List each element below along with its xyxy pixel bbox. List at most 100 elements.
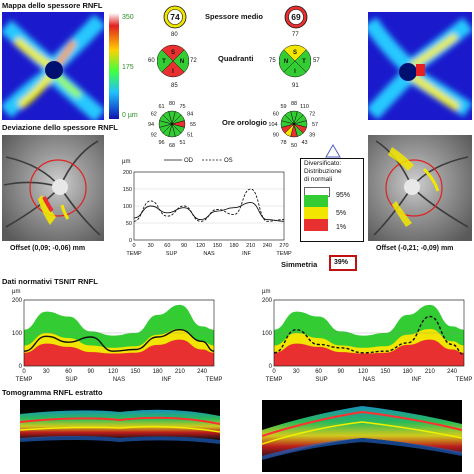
y-tick-label: 100 — [12, 331, 23, 337]
quad-os-top: 77 — [292, 32, 299, 38]
x-tick-label: 120 — [196, 243, 205, 249]
od-clock-value: 80 — [169, 101, 175, 107]
od-clock-value: 62 — [151, 112, 157, 118]
x-category-label: TEMP — [276, 251, 292, 257]
x-tick-label: 60 — [164, 243, 170, 249]
x-tick-label: 240 — [263, 243, 272, 249]
os-clock-value: 60 — [273, 112, 279, 118]
svg-text:N: N — [180, 59, 184, 65]
svg-text:S: S — [171, 50, 175, 56]
legend-swatch-red — [304, 219, 328, 231]
od-clock-value: 92 — [151, 133, 157, 139]
y-tick-label: 200 — [12, 298, 23, 304]
x-tick-label: 30 — [293, 369, 300, 375]
x-tick-label: 60 — [315, 369, 322, 375]
od-clock-value: 96 — [158, 140, 164, 146]
x-category-label: NAS — [363, 377, 375, 383]
colorbar-min: 0 µm — [122, 112, 138, 119]
rnfl-map-od — [2, 12, 104, 120]
os-clock-sector — [284, 111, 295, 125]
y-tick-label: 0 — [129, 238, 132, 244]
os-clock-value: 88 — [291, 101, 297, 107]
x-tick-label: 150 — [213, 243, 222, 249]
x-tick-label: 0 — [22, 369, 26, 375]
x-tick-label: 30 — [148, 243, 154, 249]
tsnit-normative-od-chart: µm 0 100 200 0 30 60 90 120 150 180 210 240 TEMP SUP NA… — [12, 289, 223, 383]
average-od-value: 74 — [170, 12, 180, 22]
os-clock-value: 78 — [280, 140, 286, 146]
normative-legend: Diversificato: Distribuzione di normali … — [300, 158, 364, 242]
y-tick-label: 0 — [269, 364, 273, 370]
x-category-label: NAS — [113, 377, 125, 383]
y-tick-label: 200 — [262, 298, 273, 304]
od-thickness-line — [23, 328, 215, 352]
x-category-label: NAS — [203, 251, 215, 257]
svg-text:T: T — [162, 59, 166, 65]
svg-text:I: I — [172, 69, 174, 75]
os-clock-value: 57 — [312, 122, 318, 128]
y-tick-label: 150 — [123, 187, 132, 193]
x-tick-label: 180 — [403, 369, 414, 375]
od-clock-value: 51 — [179, 140, 185, 146]
x-category-label: SUP — [315, 377, 327, 383]
quad-od-bottom: 85 — [171, 83, 178, 89]
y-tick-label: 100 — [123, 204, 132, 210]
colorbar-mid: 175 — [122, 64, 134, 71]
y-tick-label: 100 — [262, 331, 273, 337]
svg-text:N: N — [284, 59, 288, 65]
band-red — [24, 339, 214, 366]
quadrant-od-chart: S T N I — [157, 44, 189, 78]
od-clock-value: 84 — [187, 112, 193, 118]
od-clock-value: 61 — [158, 104, 164, 110]
x-tick-label: 150 — [380, 369, 391, 375]
legend-5: 5% — [336, 210, 347, 217]
os-clock-value: 43 — [301, 140, 307, 146]
x-tick-label: 90 — [337, 369, 344, 375]
tomogram-od — [20, 400, 220, 472]
series-line-os — [133, 188, 285, 222]
quad-od-top: 80 — [171, 32, 178, 38]
warning-triangle-icon — [325, 144, 341, 158]
quadrants-title: Quadranti — [218, 54, 254, 63]
average-os-value: 69 — [291, 12, 301, 22]
x-tick-label: 210 — [425, 369, 436, 375]
os-clock-value: 72 — [309, 112, 315, 118]
x-tick-label: 120 — [108, 369, 119, 375]
average-os-circle: 69 — [284, 5, 308, 29]
x-tick-label: 240 — [447, 369, 458, 375]
x-category-label: TEMP — [456, 377, 472, 383]
plot-frame — [23, 299, 215, 367]
os-clock-value: 110 — [300, 104, 309, 110]
x-category-label: TEMP — [206, 377, 223, 383]
quad-os-bottom: 91 — [292, 83, 299, 89]
offset-os: Offset (-0,21; -0,09) mm — [376, 245, 454, 252]
os-clock-value: 50 — [291, 143, 297, 149]
os-clock-value: 39 — [309, 133, 315, 139]
x-tick-label: 180 — [153, 369, 164, 375]
deviation-map-od — [2, 135, 104, 241]
y-unit-label: µm — [12, 289, 20, 295]
quad-os-left: 75 — [269, 58, 276, 64]
svg-text:S: S — [293, 50, 297, 56]
clock-title: Ore orologio — [222, 118, 267, 127]
x-tick-label: 210 — [175, 369, 186, 375]
x-tick-label: 60 — [65, 369, 72, 375]
x-tick-label: 90 — [87, 369, 94, 375]
plot-frame — [133, 171, 285, 241]
od-clock-value: 51 — [187, 133, 193, 139]
legend-1: 1% — [336, 224, 347, 231]
x-tick-label: 120 — [358, 369, 369, 375]
os-clock-value: 104 — [268, 122, 277, 128]
rnfl-map-title: Mappa dello spessore RNFL — [2, 1, 103, 10]
os-thickness-line — [273, 315, 465, 356]
x-category-label: SUP — [65, 377, 77, 383]
y-unit-label: µm — [122, 159, 130, 165]
x-category-label: TEMP — [266, 377, 283, 383]
deviation-title: Deviazione dello spessore RNFL — [2, 123, 118, 132]
x-tick-label: 180 — [229, 243, 238, 249]
y-tick-label: 200 — [123, 170, 132, 176]
y-tick-label: 0 — [19, 364, 23, 370]
symmetry-title: Simmetria — [281, 260, 318, 269]
